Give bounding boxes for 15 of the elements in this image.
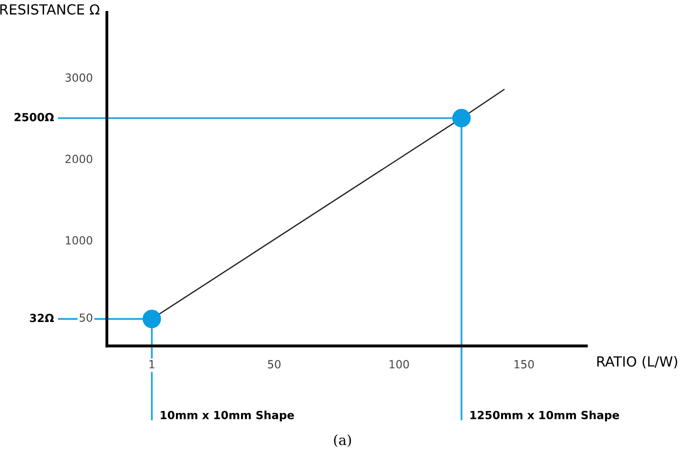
ref-line-label: 32Ω (30, 314, 54, 322)
x-tick-label: 100 (390, 360, 409, 368)
x-axis-title: RATIO (L/W) (597, 356, 678, 368)
y-tick-label: 3000 (66, 73, 92, 82)
ref-line-label: 10mm x 10mm Shape (160, 410, 294, 422)
y-tick-label: 50 (80, 313, 92, 322)
y-axis-title: RESISTANCE Ω (0, 4, 100, 15)
ref-line-label: 1250mm x 10mm Shape (470, 410, 620, 422)
x-tick-label: 50 (268, 360, 281, 368)
x-tick-label: 150 (514, 360, 534, 368)
y-tick-label: 2000 (66, 154, 92, 164)
ref-line-label: 2500Ω (14, 112, 54, 122)
text: (a) (334, 434, 351, 448)
x-tick-label: 1 (150, 360, 154, 368)
y-tick-label: 1000 (66, 236, 92, 245)
